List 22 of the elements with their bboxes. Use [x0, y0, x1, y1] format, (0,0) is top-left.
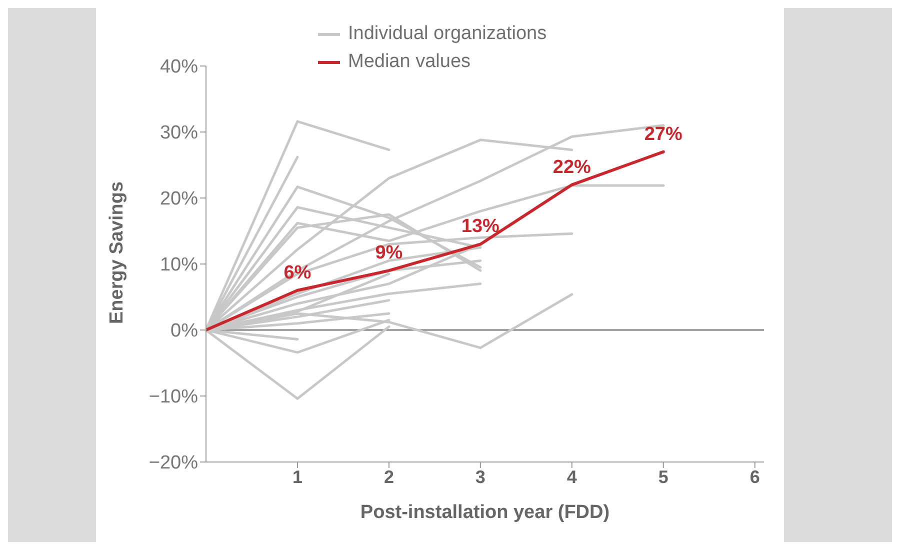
- x-tick-label: 3: [475, 466, 486, 487]
- data-label: 22%: [552, 156, 592, 178]
- y-axis-title: Energy Savings: [106, 181, 128, 324]
- y-tick-label: 20%: [160, 188, 198, 210]
- x-tick-label: 5: [658, 466, 668, 487]
- y-tick-label: −20%: [148, 452, 198, 474]
- data-label: 13%: [461, 216, 500, 238]
- legend-label: Individual organizations: [348, 23, 547, 45]
- data-label: 9%: [375, 242, 403, 264]
- y-tick-label: 30%: [160, 122, 198, 144]
- x-tick-label: 2: [384, 466, 394, 487]
- data-label: 6%: [284, 262, 312, 284]
- legend-label: Median values: [348, 51, 471, 73]
- y-tick-label: −10%: [148, 386, 198, 408]
- y-tick-label: 10%: [160, 254, 198, 276]
- x-tick-label: 1: [292, 466, 302, 487]
- x-axis-title: Post-installation year (FDD): [360, 502, 610, 523]
- y-tick-label: 0%: [170, 320, 198, 342]
- x-tick-label: 6: [750, 466, 760, 487]
- x-tick-label: 4: [566, 466, 577, 487]
- data-label: 27%: [644, 124, 682, 145]
- y-tick-label: 40%: [160, 56, 198, 78]
